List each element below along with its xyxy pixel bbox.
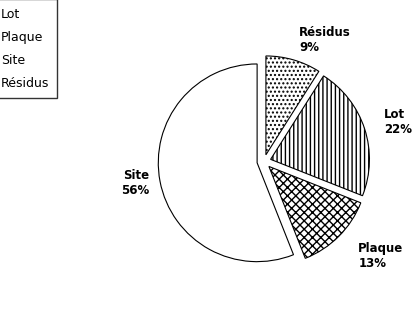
Text: Site
56%: Site 56% (121, 169, 150, 197)
Text: Lot
22%: Lot 22% (384, 109, 412, 136)
Legend: Lot, Plaque, Site, Résidus: Lot, Plaque, Site, Résidus (0, 0, 57, 98)
Wedge shape (158, 64, 293, 262)
Text: Résidus
9%: Résidus 9% (299, 26, 351, 54)
Wedge shape (266, 56, 319, 155)
Text: Plaque
13%: Plaque 13% (358, 242, 403, 270)
Wedge shape (271, 76, 370, 196)
Wedge shape (269, 166, 361, 258)
